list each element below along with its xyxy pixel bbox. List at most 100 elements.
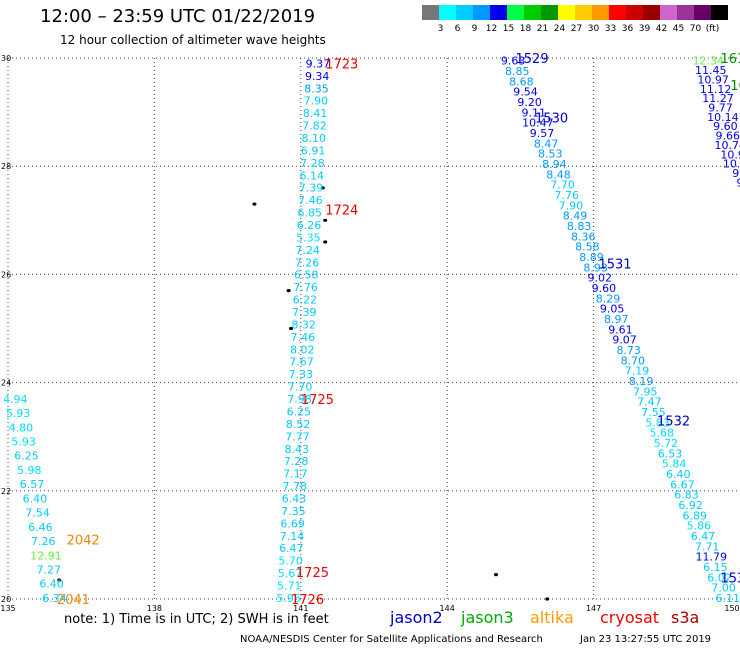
color-scale-swatch [473,5,490,20]
color-scale-label: 42 [655,24,668,34]
swh-value: 6.14 [300,169,325,182]
legend-cryosat: cryosat [600,608,660,627]
swh-value: 8.47 [534,137,559,150]
pass-label: 1724 [325,203,358,218]
swh-value: 6.43 [282,492,307,505]
color-scale-label: 27 [570,24,583,34]
island-marker [323,218,328,222]
swh-value: 9.77 [708,102,733,115]
swh-value: 8.53 [538,148,563,161]
swh-value: 10.14 [707,111,739,124]
legend-altika: altika [530,608,574,627]
swh-value: 5.83 [645,416,670,429]
swh-value: 6.67 [670,478,695,491]
latitude-tick-label: 28 [1,162,11,171]
swh-value: 8.32 [291,318,316,331]
swh-value: 7.17 [283,468,308,481]
swh-value: 10.5 [723,158,740,171]
swh-value: 6.46 [28,521,53,534]
swh-value: 8.83 [567,220,592,233]
swh-value: 6.57 [20,478,45,491]
swh-value: 7.67 [289,356,314,369]
swh-value: 9. [732,167,740,180]
color-scale-swatch [694,5,711,20]
swh-value: 8.41 [303,107,328,120]
swh-value: 7.19 [625,365,650,378]
swh-value: 7.35 [281,505,306,518]
swh-value: 10.97 [697,73,729,86]
swh-value: 7.28 [300,157,325,170]
swh-value: 7.14 [280,530,305,543]
swh-value: 8.36 [571,230,596,243]
timestamp: Jan 23 13:27:55 UTC 2019 [580,634,712,645]
color-scale-legend: 3 6 9 12 15 18 21 24 27 30 33 36 39 42 45 70 (ft) [422,5,740,39]
swh-value: 9.34 [305,70,330,83]
color-scale-swatch [524,5,541,20]
swh-value: 6.25 [287,405,312,418]
swh-value: 7.70 [550,179,575,192]
color-scale-label: 33 [604,24,617,34]
swh-value: 6.34 [42,592,67,605]
swh-value: 9.61 [608,323,633,336]
swh-value: 8.68 [509,75,534,88]
swh-value: 9.20 [517,96,542,109]
swh-value: 7.95 [633,385,658,398]
swh-value: 7.70 [288,381,313,394]
swh-value: 9.11 [521,106,546,119]
swh-value: 9.63 [501,55,526,68]
color-scale-swatch [490,5,507,20]
swh-value: 8.35 [304,82,329,95]
swh-value: 7.26 [31,535,56,548]
swh-value: 6.58 [294,269,319,282]
swh-value: 6.26 [297,219,322,232]
pass-label: 16 [730,79,740,94]
island-marker [286,289,291,293]
color-scale-label: 24 [553,24,566,34]
swh-value: 8.97 [604,313,629,326]
swh-value: 6.47 [279,542,304,555]
pass-label: 1530 [535,112,568,127]
color-scale-swatch [626,5,643,20]
swh-value: 6.89 [683,509,708,522]
pass-label: 1723 [325,57,358,72]
swh-value: 9.57 [530,127,555,140]
swh-value: 9.60 [592,282,617,295]
longitude-tick-label: 135 [0,604,15,613]
longitude-tick-label: 147 [586,604,601,613]
swh-value: 5.67 [278,567,303,580]
color-scale-label: 12 [485,24,498,34]
swh-value: 11.45 [695,64,727,77]
swh-value: 7.98 [287,393,312,406]
pass-label: 153 [720,571,740,586]
swh-value: 7.78 [282,480,307,493]
color-scale-swatch [507,5,524,20]
swh-value: 6.15 [703,561,728,574]
color-scale-swatch [439,5,456,20]
color-scale-label: 9 [471,24,478,34]
swh-value: 6.11 [716,592,740,605]
swh-value: 6.40 [666,468,691,481]
latitude-tick-label: 22 [1,487,11,496]
swh-value: 7.00 [711,582,736,595]
latitude-tick-label: 24 [1,379,11,388]
swh-value: 5.86 [687,520,712,533]
map-tracks: 9.379.348.357.908.417.828.106.917.286.14… [3,55,740,605]
swh-value: 7.27 [37,563,62,576]
color-scale-label: 6 [454,24,461,34]
swh-value: 5.70 [278,555,303,568]
longitude-tick-label: 141 [293,604,308,613]
swh-value: 9.07 [612,334,637,347]
swh-value: 7.46 [298,194,323,207]
latitude-tick-label: 30 [1,54,11,63]
swh-value: 9.54 [513,86,538,99]
island-marker [252,202,257,206]
swh-value: 6.53 [658,447,683,460]
swh-value: 5.98 [17,464,42,477]
swh-value: 7.82 [302,120,327,133]
color-scale-swatch [575,5,592,20]
swh-value: 8.19 [629,375,654,388]
swh-value: 6.85 [297,207,322,220]
swh-value: 12.34 [693,55,725,68]
pass-label: 1531 [598,258,631,273]
